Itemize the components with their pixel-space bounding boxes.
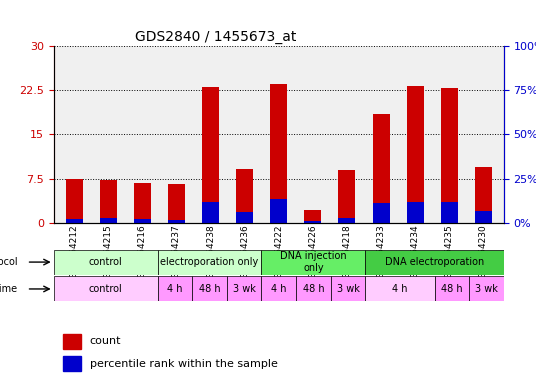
Bar (202, 202, 219, 223)
Bar (134, 219, 151, 223)
Bar (63, 334, 80, 349)
Text: DNA electroporation: DNA electroporation (385, 257, 484, 267)
Bar (202, 87, 219, 223)
Text: protocol: protocol (0, 257, 18, 267)
FancyBboxPatch shape (331, 276, 366, 301)
Bar (407, 202, 423, 223)
FancyBboxPatch shape (192, 276, 227, 301)
Text: percentile rank within the sample: percentile rank within the sample (90, 359, 278, 369)
FancyBboxPatch shape (435, 276, 469, 301)
FancyBboxPatch shape (54, 276, 158, 301)
Bar (441, 202, 458, 223)
FancyBboxPatch shape (158, 276, 192, 301)
Text: count: count (90, 336, 121, 346)
Bar (475, 211, 492, 223)
Bar (63, 356, 80, 371)
Text: electroporation only: electroporation only (160, 257, 258, 267)
Text: DNA injection
only: DNA injection only (280, 251, 347, 273)
Bar (270, 199, 287, 223)
Bar (304, 220, 322, 223)
FancyBboxPatch shape (469, 276, 504, 301)
Text: 4 h: 4 h (271, 284, 286, 294)
Text: 3 wk: 3 wk (337, 284, 360, 294)
Text: control: control (88, 257, 122, 267)
FancyBboxPatch shape (262, 276, 296, 301)
Text: 4 h: 4 h (392, 284, 408, 294)
Bar (407, 86, 423, 223)
Bar (134, 183, 151, 223)
FancyBboxPatch shape (54, 250, 158, 275)
FancyBboxPatch shape (262, 250, 366, 275)
Bar (168, 220, 185, 223)
FancyBboxPatch shape (296, 276, 331, 301)
Bar (100, 180, 117, 223)
Bar (236, 169, 253, 223)
Text: 48 h: 48 h (302, 284, 324, 294)
Bar (338, 218, 355, 223)
Text: 48 h: 48 h (441, 284, 463, 294)
FancyBboxPatch shape (366, 276, 435, 301)
Text: 4 h: 4 h (167, 284, 183, 294)
Text: GDS2840 / 1455673_at: GDS2840 / 1455673_at (135, 30, 296, 44)
Text: 3 wk: 3 wk (233, 284, 256, 294)
Bar (100, 218, 117, 223)
FancyBboxPatch shape (158, 250, 262, 275)
Bar (304, 210, 322, 223)
Bar (475, 167, 492, 223)
Text: 3 wk: 3 wk (475, 284, 498, 294)
Bar (270, 84, 287, 223)
Bar (338, 170, 355, 223)
FancyBboxPatch shape (227, 276, 262, 301)
Bar (168, 184, 185, 223)
Text: 48 h: 48 h (199, 284, 220, 294)
FancyBboxPatch shape (366, 250, 504, 275)
Bar (65, 179, 83, 223)
Text: control: control (88, 284, 122, 294)
Text: time: time (0, 284, 18, 294)
Bar (65, 219, 83, 223)
Bar (373, 114, 390, 223)
Bar (236, 212, 253, 223)
Bar (441, 88, 458, 223)
Bar (373, 203, 390, 223)
